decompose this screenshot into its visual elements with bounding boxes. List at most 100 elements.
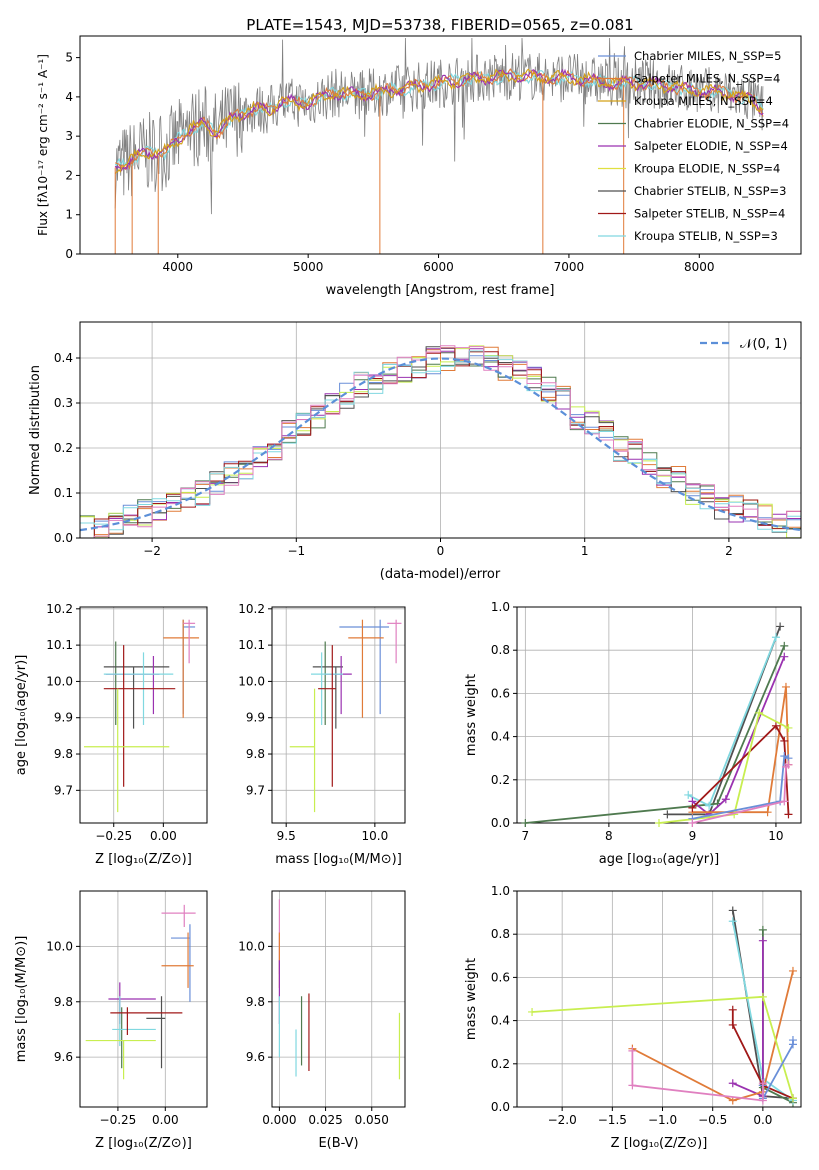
weight-marker xyxy=(663,810,672,819)
grid xyxy=(272,891,405,1107)
weight-marker xyxy=(784,760,793,769)
weight-marker xyxy=(728,1020,737,1029)
weight-marker xyxy=(776,622,785,631)
axes-frame xyxy=(271,606,406,824)
weight-marker xyxy=(684,790,693,799)
x-tick-label: 8000 xyxy=(684,260,715,274)
x-tick-label: 5000 xyxy=(293,260,324,274)
mass-age-panel: 9.5 10.0 9.7 9.8 9.9 10.0 10.1 10.2 mass [log₁₀(… xyxy=(238,602,406,867)
weight-marker xyxy=(628,1046,637,1055)
age-weight-panel: 7 8 9 10 0.0 0.2 0.4 0.6 0.8 1.0 age [log₁₀(age/yr… xyxy=(464,600,802,867)
y-tick-label: 0.2 xyxy=(491,773,510,787)
weight-marker xyxy=(758,936,767,945)
weight-marker xyxy=(728,917,737,926)
z-age-panel: −0.25 0.00 9.7 9.8 9.9 10.0 10.1 10.2 Z [log₁₀(Z… xyxy=(14,602,208,867)
x-tick-label: 0 xyxy=(437,544,445,558)
residual-histogram-panel: −2 −1 0 1 2 0.0 0.1 0.2 0.3 0.4 (data-model)/erro… xyxy=(28,321,802,582)
spectrum-lines xyxy=(114,37,764,254)
weight-marker xyxy=(780,652,789,661)
x-tick-label: 0.000 xyxy=(262,1113,296,1127)
weight-line xyxy=(691,724,790,815)
z-mass-panel: −0.25 0.00 9.6 9.8 10.0 Z [log₁₀(Z/Z⊙)] mass [… xyxy=(14,890,208,1151)
axes-frame xyxy=(79,890,208,1108)
x-axis-label: mass [log₁₀(M/M⊙)] xyxy=(275,852,402,867)
axes-frame xyxy=(516,890,802,1108)
weight-marker xyxy=(780,641,789,650)
spectrum-xlabel: wavelength [Angstrom, rest frame] xyxy=(326,283,555,298)
y-tick-label: 1.0 xyxy=(491,884,510,898)
x-tick-label: 0.025 xyxy=(308,1113,342,1127)
weight-line xyxy=(667,626,781,816)
spectrum-ylabel: Flux [fλ10⁻¹⁷ erg cm⁻² s⁻¹ A⁻¹] xyxy=(36,54,50,236)
x-tick-label: −1 xyxy=(287,544,305,558)
weight-marker xyxy=(758,1079,767,1088)
x-tick-label: 9.5 xyxy=(277,829,296,843)
weight-marker xyxy=(521,819,530,827)
y-tick-label: 10.0 xyxy=(238,939,265,953)
y-tick-label: 10.0 xyxy=(238,674,265,688)
y-tick-label: 0.4 xyxy=(54,351,73,365)
y-tick-label: 0.8 xyxy=(491,927,510,941)
legend-label: Kroupa MILES, N_SSP=4 xyxy=(634,94,773,108)
model-spectrum xyxy=(114,68,764,175)
y-tick-label: 0 xyxy=(65,247,73,261)
x-tick-label: 10 xyxy=(768,829,783,843)
x-tick-label: 0.00 xyxy=(150,829,177,843)
y-axis-label: mass [log₁₀(M/M⊙)] xyxy=(14,936,29,1063)
legend-label: Chabrier ELODIE, N_SSP=4 xyxy=(634,117,789,131)
weight-marker xyxy=(788,1094,797,1103)
x-axis-label: age [log₁₀(age/yr)] xyxy=(599,852,720,867)
weight-marker xyxy=(781,682,790,691)
weight-marker xyxy=(705,801,714,810)
legend-label: Salpeter STELIB, N_SSP=4 xyxy=(634,207,785,221)
x-tick-label: 6000 xyxy=(423,260,454,274)
weight-marker xyxy=(788,966,797,975)
y-tick-label: 9.6 xyxy=(54,1050,73,1064)
y-tick-label: 0.8 xyxy=(491,643,510,657)
y-tick-label: 9.8 xyxy=(54,747,73,761)
x-tick-label: −1.5 xyxy=(598,1113,627,1127)
y-tick-label: 10.1 xyxy=(238,638,265,652)
y-tick-label: 9.9 xyxy=(54,711,73,725)
x-tick-label: 2 xyxy=(725,544,733,558)
weight-marker xyxy=(758,992,767,1001)
x-axis-label: Z [log₁₀(Z/Z⊙)] xyxy=(95,1136,192,1151)
grid xyxy=(272,607,405,823)
weight-marker xyxy=(763,808,772,817)
weight-marker xyxy=(758,1096,767,1105)
histogram-xlabel: (data-model)/error xyxy=(380,567,501,582)
x-tick-label: 0.050 xyxy=(355,1113,389,1127)
y-tick-label: 1 xyxy=(65,208,73,222)
weight-marker xyxy=(728,906,737,915)
weight-marker xyxy=(780,797,789,806)
weight-marker xyxy=(758,925,767,934)
x-tick-label: 9 xyxy=(689,829,697,843)
legend-label: Salpeter MILES, N_SSP=4 xyxy=(634,72,780,86)
weight-line xyxy=(631,970,794,1102)
y-tick-label: 0.0 xyxy=(491,1100,510,1114)
legend-label: Salpeter ELODIE, N_SSP=4 xyxy=(634,139,788,153)
spectrum-legend: Chabrier MILES, N_SSP=5 Salpeter MILES, N… xyxy=(598,49,789,243)
y-tick-label: 10.0 xyxy=(46,939,73,953)
histogram-ylabel: Normed distribution xyxy=(28,365,43,495)
y-axis-label: mass weight xyxy=(464,674,479,756)
x-tick-label: −1.0 xyxy=(648,1113,677,1127)
y-tick-label: 10.2 xyxy=(46,602,73,616)
figure-title: PLATE=1543, MJD=53738, FIBERID=0565, z=0… xyxy=(246,16,633,34)
y-tick-label: 10.1 xyxy=(46,638,73,652)
x-tick-label: 7 xyxy=(522,829,530,843)
y-tick-label: 9.8 xyxy=(54,995,73,1009)
y-tick-label: 9.9 xyxy=(246,711,265,725)
model-spectrum xyxy=(114,69,764,168)
normal-legend-label: 𝒩(0, 1) xyxy=(740,337,787,352)
y-tick-label: 10.2 xyxy=(238,602,265,616)
weight-marker xyxy=(728,1079,737,1088)
weight-line xyxy=(631,1050,764,1102)
histogram-legend: 𝒩(0, 1) xyxy=(700,337,787,352)
x-tick-label: −0.25 xyxy=(95,829,132,843)
y-tick-label: 0.4 xyxy=(491,1014,510,1028)
ebv-mass-panel: 0.000 0.025 0.050 9.6 9.8 10.0 E(B-V) xyxy=(238,890,406,1151)
weight-marker xyxy=(688,819,697,827)
x-axis-label: Z [log₁₀(Z/Z⊙)] xyxy=(611,1136,708,1151)
